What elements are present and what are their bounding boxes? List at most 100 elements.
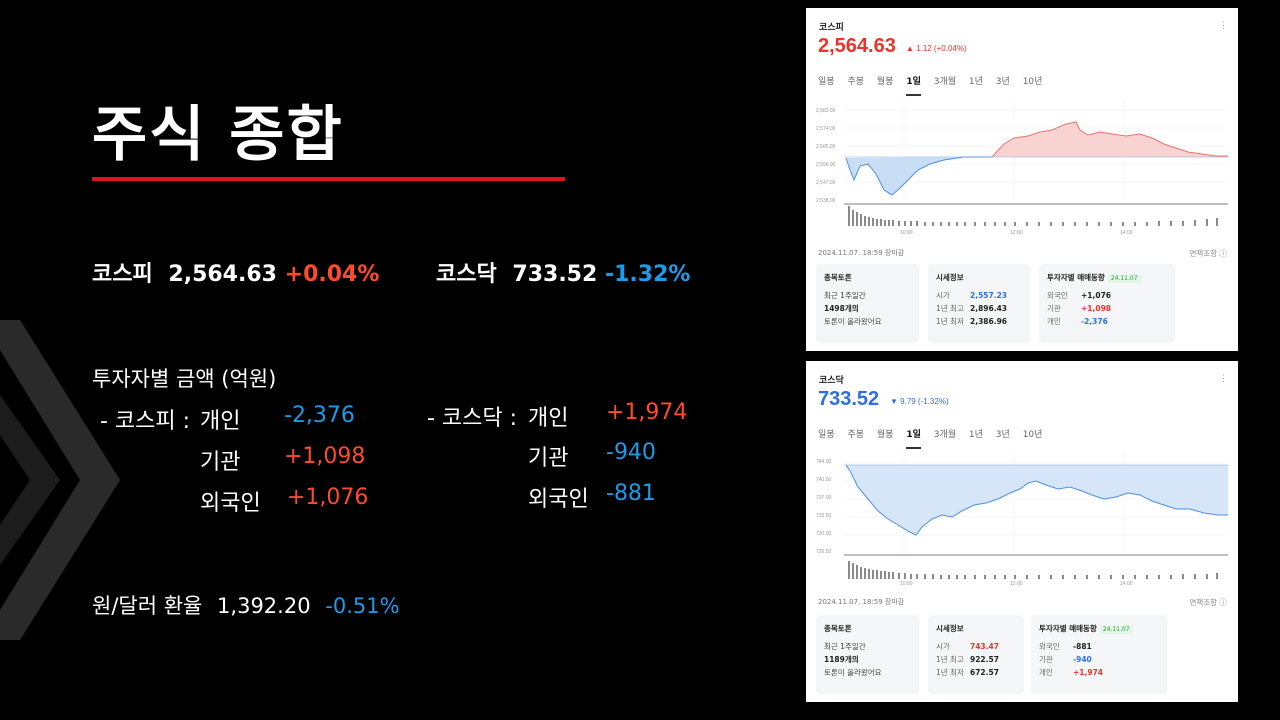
kosdaq-investor-name: 기관	[528, 446, 569, 471]
investor-name: 개인	[1047, 317, 1061, 326]
year-low-label: 1년 최저	[936, 317, 964, 326]
open-value: 2,557.23	[970, 291, 1008, 300]
y-tick: 740.50	[816, 477, 832, 483]
card-title: 투자자별 매매동향	[1039, 624, 1097, 633]
tab-monthly[interactable]: 월봉	[876, 77, 894, 87]
year-high-value: 922.57	[970, 655, 999, 664]
kospi-summary: 코스피 2,564.63 +0.04%	[92, 256, 379, 288]
kosdaq-summary: 코스닥 733.52 -1.32%	[436, 256, 690, 288]
investor-trend-card[interactable]: 투자자별 매매동향 24.11.07 외국인 -881 기관 -940 개인 +1,97…	[1031, 615, 1167, 694]
fx-change: -0.51%	[325, 594, 400, 618]
kosdaq-panel: 코스닥 ⋮ 733.52 ▼ 9.79 (-1.32%) 일봉 주봉 월봉 1일…	[806, 361, 1238, 702]
kosdaq-label: 코스닥	[436, 262, 497, 287]
y-tick: 726.50	[816, 549, 832, 555]
open-value: 743.47	[970, 642, 999, 651]
investor-name: 개인	[1039, 668, 1053, 677]
chevron-decoration	[0, 320, 120, 640]
card-title: 종목토론	[824, 273, 852, 282]
discussion-line: 토론이 올라왔어요	[824, 668, 882, 677]
date-badge: 24.11.07	[1099, 625, 1133, 634]
tab-1y[interactable]: 1년	[968, 77, 983, 87]
x-tick: 12:00	[1010, 581, 1023, 587]
area-below-baseline	[846, 157, 992, 195]
kospi-investor-name: 외국인	[200, 491, 261, 516]
disclaimer-link[interactable]: 면책조항 ⓘ	[1189, 598, 1227, 607]
tab-1d[interactable]: 1일	[906, 427, 921, 449]
more-icon[interactable]: ⋮	[1219, 20, 1228, 30]
kosdaq-investor-name: 개인	[528, 406, 569, 431]
y-tick: 2,538.00	[816, 198, 836, 204]
investor-name: 외국인	[1047, 291, 1068, 300]
discussion-line: 최근 1주일간	[824, 291, 866, 300]
year-low-value: 2,386.96	[970, 317, 1008, 326]
y-tick: 737.00	[816, 495, 832, 501]
card-title: 시세정보	[936, 273, 964, 282]
period-tabs: 일봉 주봉 월봉 1일 3개월 1년 3년 10년	[818, 74, 1052, 96]
open-label: 시가	[936, 642, 950, 651]
year-high-label: 1년 최고	[936, 304, 964, 313]
year-low-label: 1년 최저	[936, 668, 964, 677]
tab-1d[interactable]: 1일	[906, 74, 921, 96]
x-tick: 14:00	[1120, 581, 1133, 587]
card-title: 투자자별 매매동향	[1047, 273, 1105, 282]
tab-3y[interactable]: 3년	[995, 77, 1010, 87]
investor-value: -940	[1073, 655, 1092, 664]
market-info-card[interactable]: 시세정보 시가 743.47 1년 최고 922.57 1년 최저 672.57	[928, 615, 1024, 694]
x-tick: 10:00	[900, 230, 913, 236]
kosdaq-investor-label: - 코스닥 :	[427, 406, 518, 431]
y-tick: 730.00	[816, 531, 832, 537]
tab-3m[interactable]: 3개월	[933, 77, 957, 87]
panel-price: 733.52	[818, 388, 880, 410]
x-tick: 14:00	[1120, 230, 1133, 236]
investor-value: +1,076	[1081, 291, 1112, 300]
discussion-card[interactable]: 종목토론 최근 1주일간 1189개의 토론이 올라왔어요	[816, 615, 919, 694]
kosdaq-value: 733.52	[512, 262, 598, 287]
more-icon[interactable]: ⋮	[1219, 373, 1228, 383]
volume-bars	[848, 206, 1218, 226]
title-underline	[92, 177, 565, 181]
discussion-line: 토론이 올라왔어요	[824, 317, 882, 326]
tab-1y[interactable]: 1년	[968, 430, 983, 440]
investor-name: 기관	[1047, 304, 1061, 313]
market-close-time: 2024.11.07. 18:59 장마감	[818, 249, 905, 257]
tab-3y[interactable]: 3년	[995, 430, 1010, 440]
investor-name: 외국인	[1039, 642, 1060, 651]
tab-daily[interactable]: 일봉	[818, 430, 835, 440]
y-tick: 733.50	[816, 513, 832, 519]
kospi-intraday-chart[interactable]: 2,583.00 2,574.00 2,565.00 2,556.00 2,54…	[814, 100, 1230, 240]
discussion-count: 1498개의	[824, 304, 859, 313]
tab-10y[interactable]: 10년	[1022, 430, 1043, 440]
line-down	[845, 156, 992, 196]
discussion-card[interactable]: 종목토론 최근 1주일간 1498개의 토론이 올라왔어요	[816, 264, 919, 343]
y-tick: 2,583.00	[816, 108, 836, 114]
card-title: 종목토론	[824, 624, 852, 633]
tab-daily[interactable]: 일봉	[818, 77, 835, 87]
kospi-investor-value: +1,098	[284, 444, 366, 469]
market-info-card[interactable]: 시세정보 시가 2,557.23 1년 최고 2,896.43 1년 최저 2,386…	[928, 264, 1030, 343]
kospi-investor-value: -2,376	[284, 403, 355, 428]
kosdaq-intraday-chart[interactable]: 744.00 740.50 737.00 733.50 730.00 726.5…	[814, 453, 1230, 593]
investor-value: -881	[1073, 642, 1092, 651]
fx-value: 1,392.20	[217, 594, 311, 618]
area-above-baseline	[992, 122, 1228, 157]
volume-bars	[848, 561, 1218, 579]
discussion-count: 1189개의	[824, 655, 859, 664]
investor-value: -2,376	[1081, 317, 1108, 326]
kospi-panel: 코스피 ⋮ 2,564.63 ▲ 1.12 (+0.04%) 일봉 주봉 월봉 …	[806, 8, 1238, 351]
tab-weekly[interactable]: 주봉	[847, 430, 864, 440]
open-label: 시가	[936, 291, 950, 300]
investor-trend-card[interactable]: 투자자별 매매동향 24.11.07 외국인 +1,076 기관 +1,098 개인 -…	[1039, 264, 1175, 343]
disclaimer-link[interactable]: 면책조항 ⓘ	[1189, 249, 1227, 258]
kospi-value: 2,564.63	[168, 262, 277, 287]
line-up	[991, 121, 1228, 158]
tab-monthly[interactable]: 월봉	[876, 430, 894, 440]
tab-3m[interactable]: 3개월	[933, 430, 957, 440]
investor-name: 기관	[1039, 655, 1053, 664]
y-tick: 2,556.00	[816, 162, 836, 168]
tab-weekly[interactable]: 주봉	[847, 77, 864, 87]
tab-10y[interactable]: 10년	[1022, 77, 1043, 87]
kosdaq-investor-name: 외국인	[528, 487, 589, 512]
y-tick: 2,574.00	[816, 126, 836, 132]
kosdaq-investor-value: +1,974	[606, 400, 688, 425]
kospi-investor-name: 기관	[200, 450, 241, 475]
